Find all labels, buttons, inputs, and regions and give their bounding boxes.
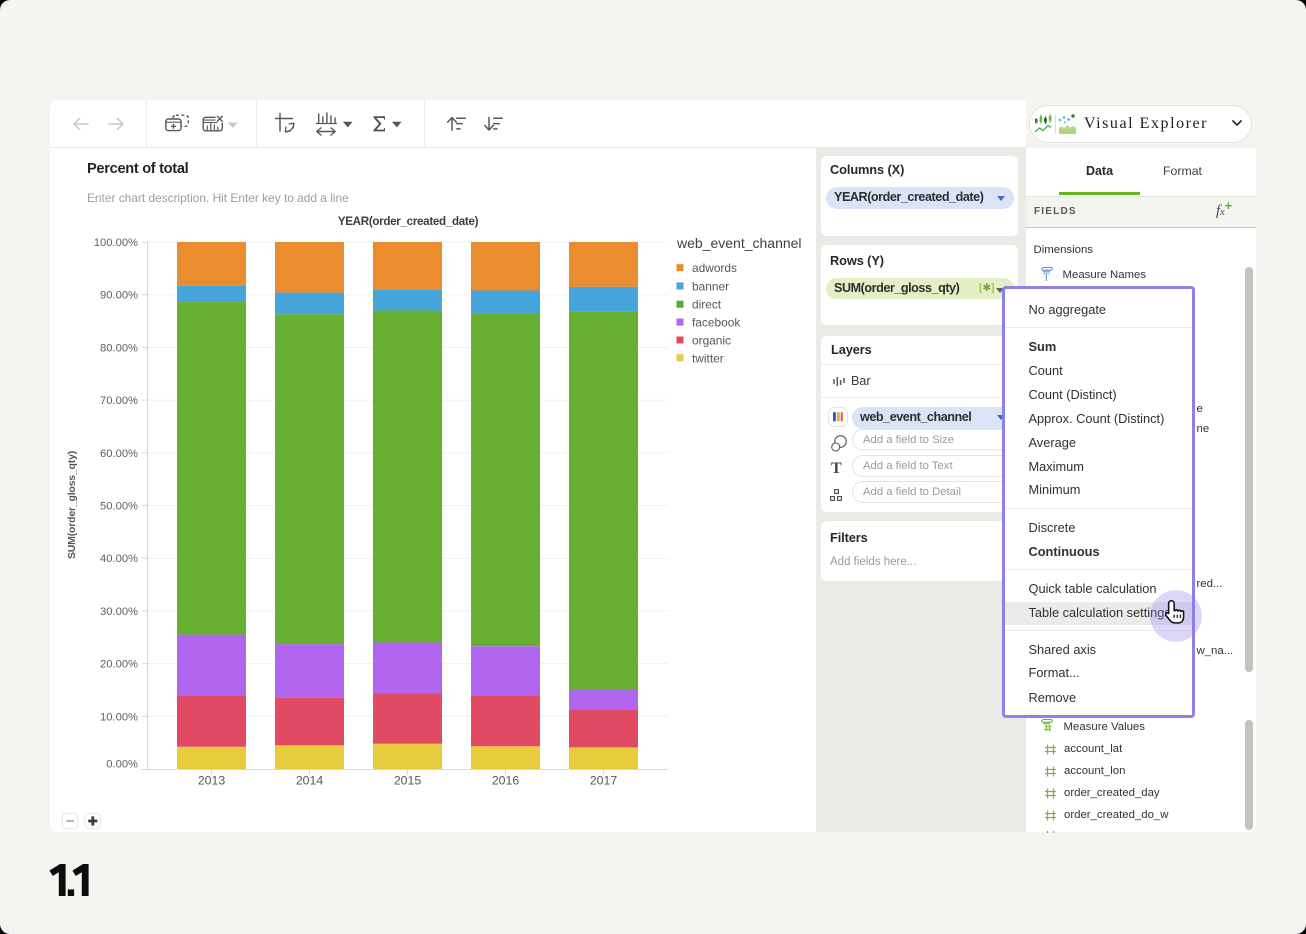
svg-text:YEAR(order_created_date): YEAR(order_created_date) (338, 215, 479, 228)
svg-text:100.00%: 100.00% (94, 237, 138, 249)
svg-text:organic: organic (692, 334, 731, 348)
svg-text:2016: 2016 (492, 774, 520, 788)
svg-text:twitter: twitter (692, 351, 724, 365)
svg-text:adwords: adwords (692, 261, 737, 275)
svg-text:direct: direct (692, 298, 722, 312)
svg-text:10.00%: 10.00% (100, 711, 138, 723)
svg-text:40.00%: 40.00% (100, 553, 138, 565)
svg-text:20.00%: 20.00% (100, 659, 138, 671)
svg-text:2014: 2014 (296, 774, 324, 788)
svg-text:50.00%: 50.00% (100, 501, 138, 513)
svg-text:facebook: facebook (692, 316, 740, 330)
svg-text:banner: banner (692, 279, 729, 293)
svg-text:2013: 2013 (198, 774, 226, 788)
svg-text:T: T (1043, 272, 1050, 284)
svg-text:80.00%: 80.00% (100, 342, 138, 354)
svg-text:0.00%: 0.00% (106, 759, 138, 771)
svg-text:2017: 2017 (590, 774, 618, 788)
svg-text:SUM(order_gloss_qty): SUM(order_gloss_qty) (66, 451, 78, 559)
svg-text:2015: 2015 (394, 774, 422, 788)
svg-text:70.00%: 70.00% (100, 395, 138, 407)
svg-text:60.00%: 60.00% (100, 448, 138, 460)
svg-text:90.00%: 90.00% (100, 290, 138, 302)
svg-text:web_event_channel: web_event_channel (676, 235, 802, 251)
svg-text:30.00%: 30.00% (100, 606, 138, 618)
